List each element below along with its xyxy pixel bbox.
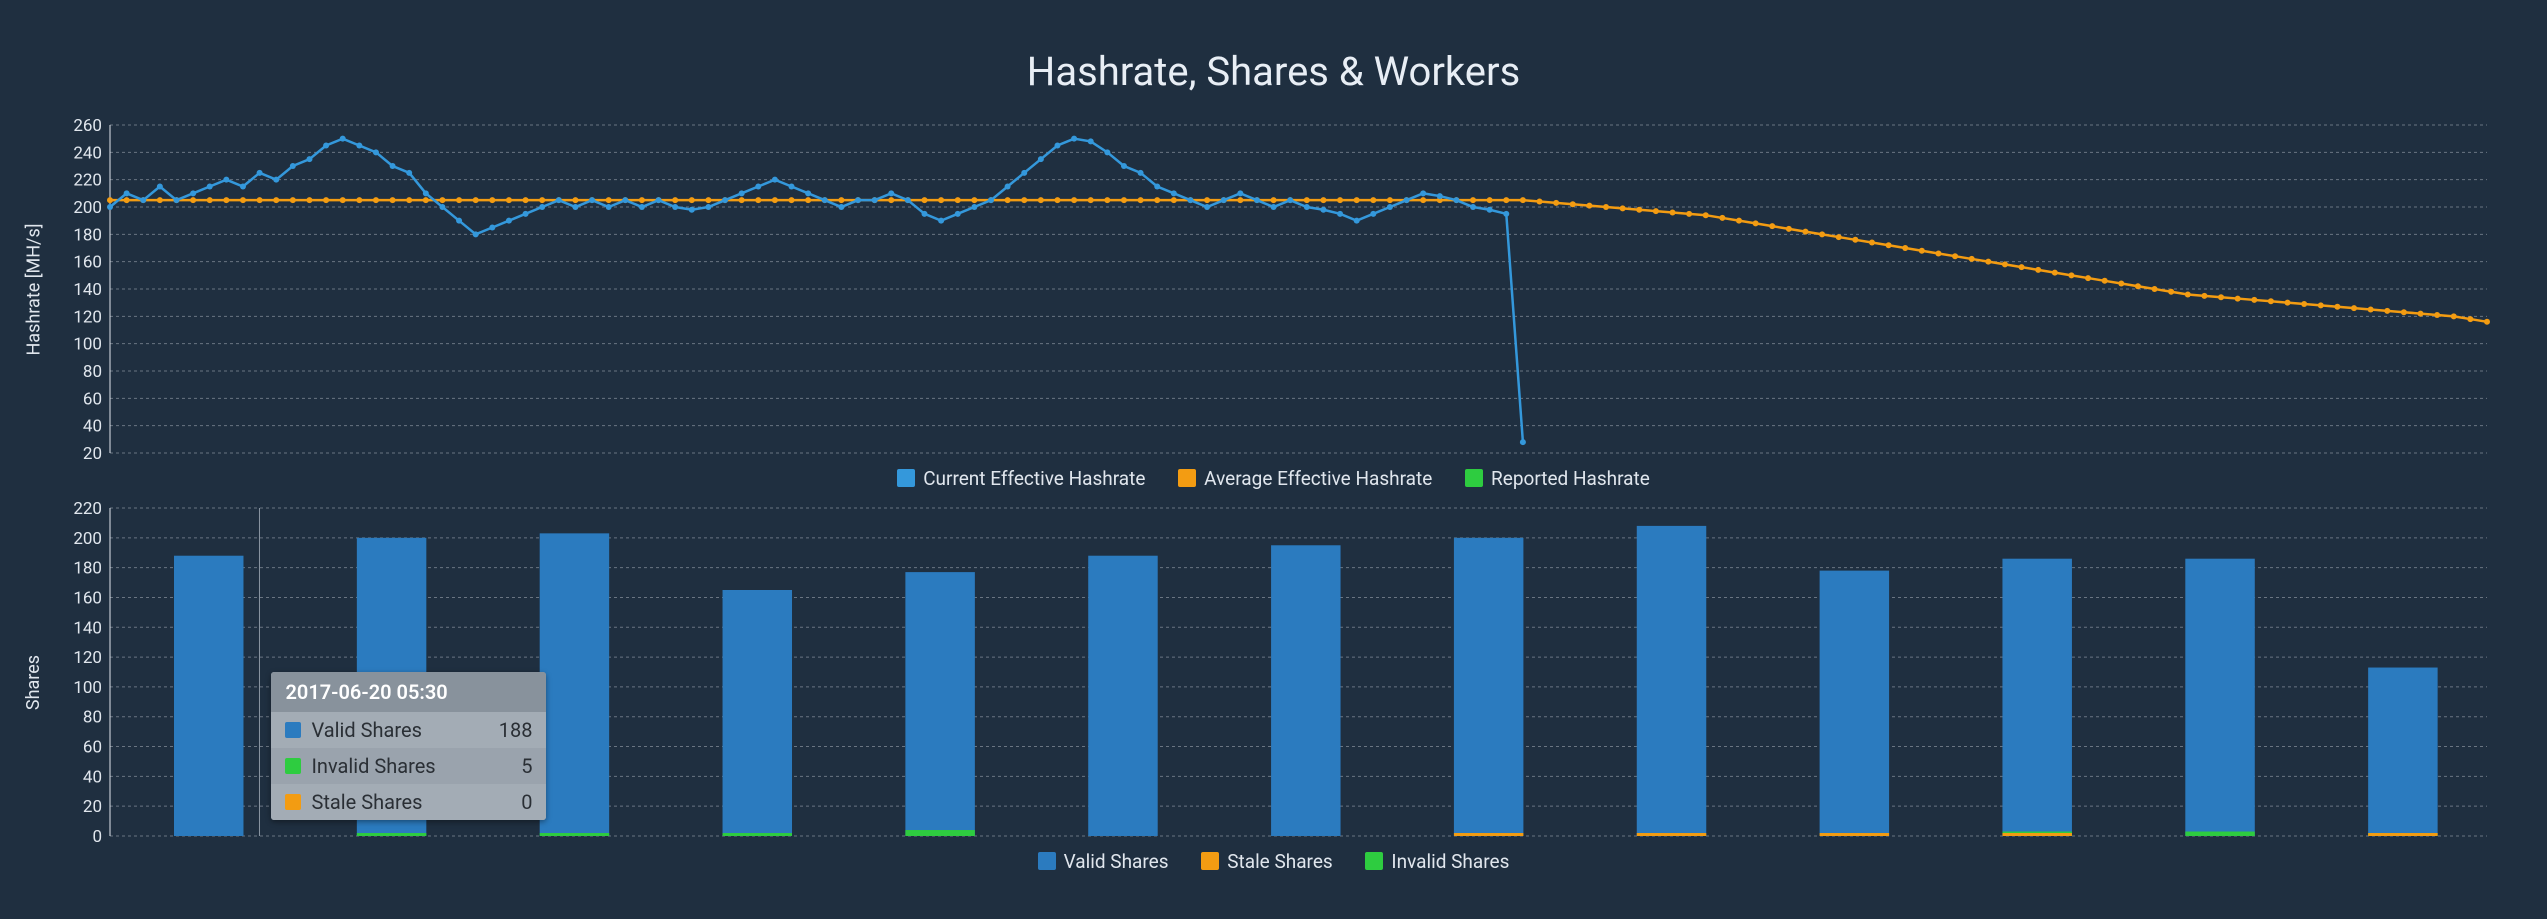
shares-chart: Shares 020406080100120140160180200220 20… — [50, 502, 2497, 842]
legend-item-average[interactable]: Average Effective Hashrate — [1178, 467, 1432, 490]
svg-text:80: 80 — [83, 362, 102, 382]
shares-legend: Valid Shares Stale Shares Invalid Shares — [0, 842, 2547, 881]
svg-text:100: 100 — [73, 335, 102, 355]
tooltip-title: 2017-06-20 05:30 — [271, 672, 546, 712]
swatch-icon — [1365, 852, 1383, 870]
hashrate-legend: Current Effective Hashrate Average Effec… — [0, 459, 2547, 498]
svg-text:40: 40 — [83, 417, 102, 437]
tooltip-value: 5 — [521, 754, 532, 778]
swatch-icon — [285, 722, 301, 738]
legend-label: Valid Shares — [1064, 850, 1169, 873]
shares-ylabel: Shares — [23, 655, 44, 710]
legend-label: Current Effective Hashrate — [923, 467, 1145, 490]
svg-text:160: 160 — [73, 588, 102, 608]
swatch-icon — [1201, 852, 1219, 870]
svg-text:40: 40 — [83, 767, 102, 787]
tooltip-row: Invalid Shares 5 — [271, 748, 546, 784]
legend-label: Reported Hashrate — [1491, 467, 1650, 490]
svg-text:120: 120 — [73, 648, 102, 668]
tooltip-label: Valid Shares — [311, 718, 421, 742]
svg-text:20: 20 — [83, 444, 102, 459]
svg-text:120: 120 — [73, 307, 102, 327]
svg-text:160: 160 — [73, 253, 102, 273]
swatch-icon — [1038, 852, 1056, 870]
hashrate-chart: Hashrate [MH/s] 204060801001201401601802… — [50, 119, 2497, 459]
swatch-icon — [897, 469, 915, 487]
shares-tooltip: 2017-06-20 05:30 Valid Shares 188 Invali… — [271, 672, 546, 820]
tooltip-row: Stale Shares 0 — [271, 784, 546, 820]
tooltip-label: Invalid Shares — [311, 754, 435, 778]
swatch-icon — [285, 758, 301, 774]
svg-text:20: 20 — [83, 797, 102, 817]
svg-text:0: 0 — [92, 827, 102, 842]
svg-text:180: 180 — [73, 559, 102, 579]
svg-text:240: 240 — [73, 143, 102, 163]
tooltip-label: Stale Shares — [311, 790, 422, 814]
svg-text:220: 220 — [73, 171, 102, 191]
swatch-icon — [1178, 469, 1196, 487]
legend-item-stale[interactable]: Stale Shares — [1201, 850, 1332, 873]
legend-item-valid[interactable]: Valid Shares — [1038, 850, 1169, 873]
svg-text:220: 220 — [73, 502, 102, 519]
hashrate-svg: 20 40 60 80 100 120 140 160 180 200 220 240 260 — [50, 119, 2497, 459]
legend-item-reported[interactable]: Reported Hashrate — [1465, 467, 1650, 490]
tooltip-value: 0 — [521, 790, 532, 814]
svg-text:140: 140 — [73, 280, 102, 300]
tooltip-row: Valid Shares 188 — [271, 712, 546, 748]
legend-item-invalid[interactable]: Invalid Shares — [1365, 850, 1509, 873]
swatch-icon — [1465, 469, 1483, 487]
svg-text:140: 140 — [73, 618, 102, 638]
legend-label: Invalid Shares — [1391, 850, 1509, 873]
svg-text:80: 80 — [83, 708, 102, 728]
svg-text:200: 200 — [73, 529, 102, 549]
page-title: Hashrate, Shares & Workers — [0, 0, 2547, 119]
svg-text:60: 60 — [83, 389, 102, 409]
svg-text:100: 100 — [73, 678, 102, 698]
legend-item-current[interactable]: Current Effective Hashrate — [897, 467, 1145, 490]
svg-text:180: 180 — [73, 225, 102, 245]
tooltip-value: 188 — [499, 718, 533, 742]
legend-label: Stale Shares — [1227, 850, 1332, 873]
legend-label: Average Effective Hashrate — [1204, 467, 1432, 490]
svg-text:60: 60 — [83, 738, 102, 758]
svg-text:260: 260 — [73, 119, 102, 136]
hashrate-ylabel: Hashrate [MH/s] — [24, 223, 45, 355]
svg-text:200: 200 — [73, 198, 102, 218]
swatch-icon — [285, 794, 301, 810]
